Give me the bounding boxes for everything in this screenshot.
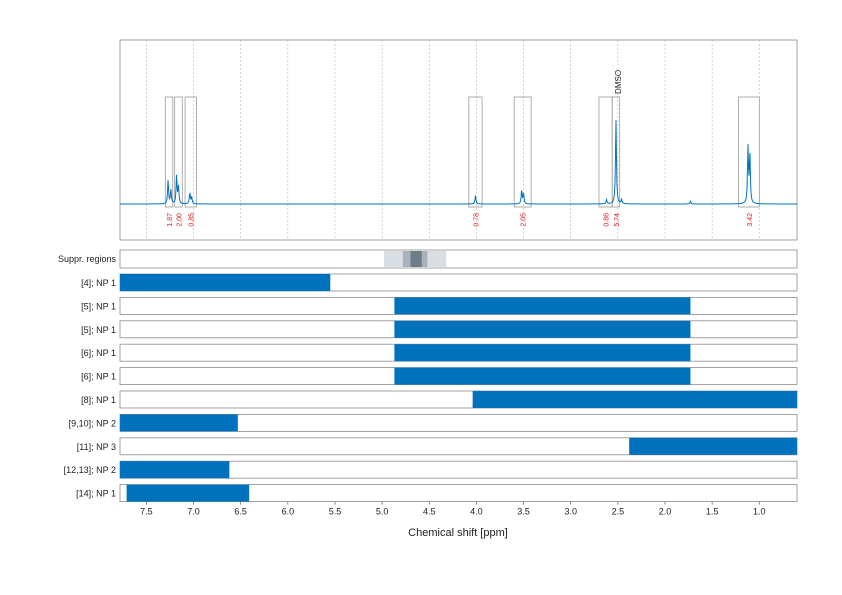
- integration-boxes: [164, 96, 760, 208]
- range-row-frame: [119, 484, 798, 503]
- integration-box: [611, 96, 621, 208]
- x-tick-label: 4.5: [423, 507, 436, 517]
- integration-box: [738, 96, 760, 208]
- integral-labels: 1.87 2.00 0.85 0.78 2.05 0.86 5.74 3.42: [167, 213, 754, 227]
- x-tick-label: 5.5: [329, 507, 342, 517]
- suppressed-regions-frame: [119, 249, 798, 269]
- range-bar: [394, 320, 691, 338]
- integration-box: [468, 96, 483, 208]
- range-bar: [629, 437, 797, 455]
- x-tick-label: 7.5: [140, 507, 153, 517]
- integral-label: 3.42: [747, 213, 754, 227]
- range-row-label: [6]; NP 1: [81, 348, 116, 358]
- range-row-label: [11]; NP 3: [77, 442, 116, 452]
- x-tick-label: 1.5: [706, 507, 719, 517]
- integral-label: 0.78: [474, 213, 481, 227]
- x-tick-label: 5.0: [376, 507, 389, 517]
- x-tick-label: 6.0: [282, 507, 295, 517]
- suppressed-band: [410, 251, 422, 267]
- range-bar: [120, 414, 238, 432]
- integration-box: [184, 96, 197, 208]
- integration-box: [174, 96, 183, 208]
- range-row-label: [14]; NP 1: [76, 489, 116, 499]
- x-axis-title: Chemical shift [ppm]: [408, 527, 508, 539]
- integral-label: 0.86: [604, 213, 611, 227]
- range-bar: [120, 274, 331, 291]
- integration-box: [513, 96, 532, 208]
- integration-box: [164, 96, 174, 208]
- x-axis: 7.5 7.0 6.5 6.0 5.5 5.0 4.5 4.0 3.5 3.0 2.5 2.0 1.5 1…: [140, 501, 766, 517]
- range-bar: [394, 297, 691, 315]
- x-tick-label: 3.0: [564, 507, 577, 517]
- range-bar: [126, 484, 250, 502]
- x-tick-label: 1.0: [753, 507, 766, 517]
- range-row-label: [6]; NP 1: [81, 372, 116, 382]
- integral-label: 2.05: [521, 213, 528, 227]
- range-row-label: [9,10]; NP 2: [69, 418, 116, 428]
- range-row-label: [4]; NP 1: [81, 278, 116, 288]
- spectrum-frame: [119, 39, 798, 241]
- suppressed-regions-panel: Suppr. regions: [58, 249, 798, 269]
- range-row-label: [5]; NP 1: [81, 325, 116, 335]
- range-row-label: [5]; NP 1: [81, 301, 116, 311]
- vertical-grid: [146, 40, 760, 240]
- x-tick-label: 2.0: [659, 507, 672, 517]
- solvent-label: DMSO: [614, 70, 623, 94]
- spectrum-line: [120, 120, 797, 205]
- x-tick-label: 7.0: [187, 507, 200, 517]
- integral-label: 2.00: [177, 213, 184, 227]
- range-row-label: [12,13]; NP 2: [64, 465, 116, 475]
- x-tick-label: 4.0: [470, 507, 483, 517]
- x-tick-label: 2.5: [612, 507, 625, 517]
- x-tick-label: 3.5: [517, 507, 530, 517]
- range-row-label: [8]; NP 1: [81, 395, 116, 405]
- range-bar: [120, 461, 230, 479]
- range-rows: [4]; NP 1 [5]; NP 1 [5]; NP 1 [6]; NP 1 [6];…: [64, 273, 798, 503]
- integral-label: 0.85: [189, 213, 196, 227]
- integral-label: 1.87: [167, 213, 174, 227]
- range-bar: [472, 391, 797, 408]
- x-tick-label: 6.5: [234, 507, 247, 517]
- suppressed-regions-label: Suppr. regions: [58, 254, 117, 264]
- suppressed-bands: [384, 251, 447, 267]
- range-bar: [394, 367, 691, 385]
- integral-label: 5.74: [614, 213, 621, 227]
- range-bar: [394, 344, 691, 362]
- spectrum-panel: 1.87 2.00 0.85 0.78 2.05 0.86 5.74 3.42 DMSO: [119, 39, 798, 241]
